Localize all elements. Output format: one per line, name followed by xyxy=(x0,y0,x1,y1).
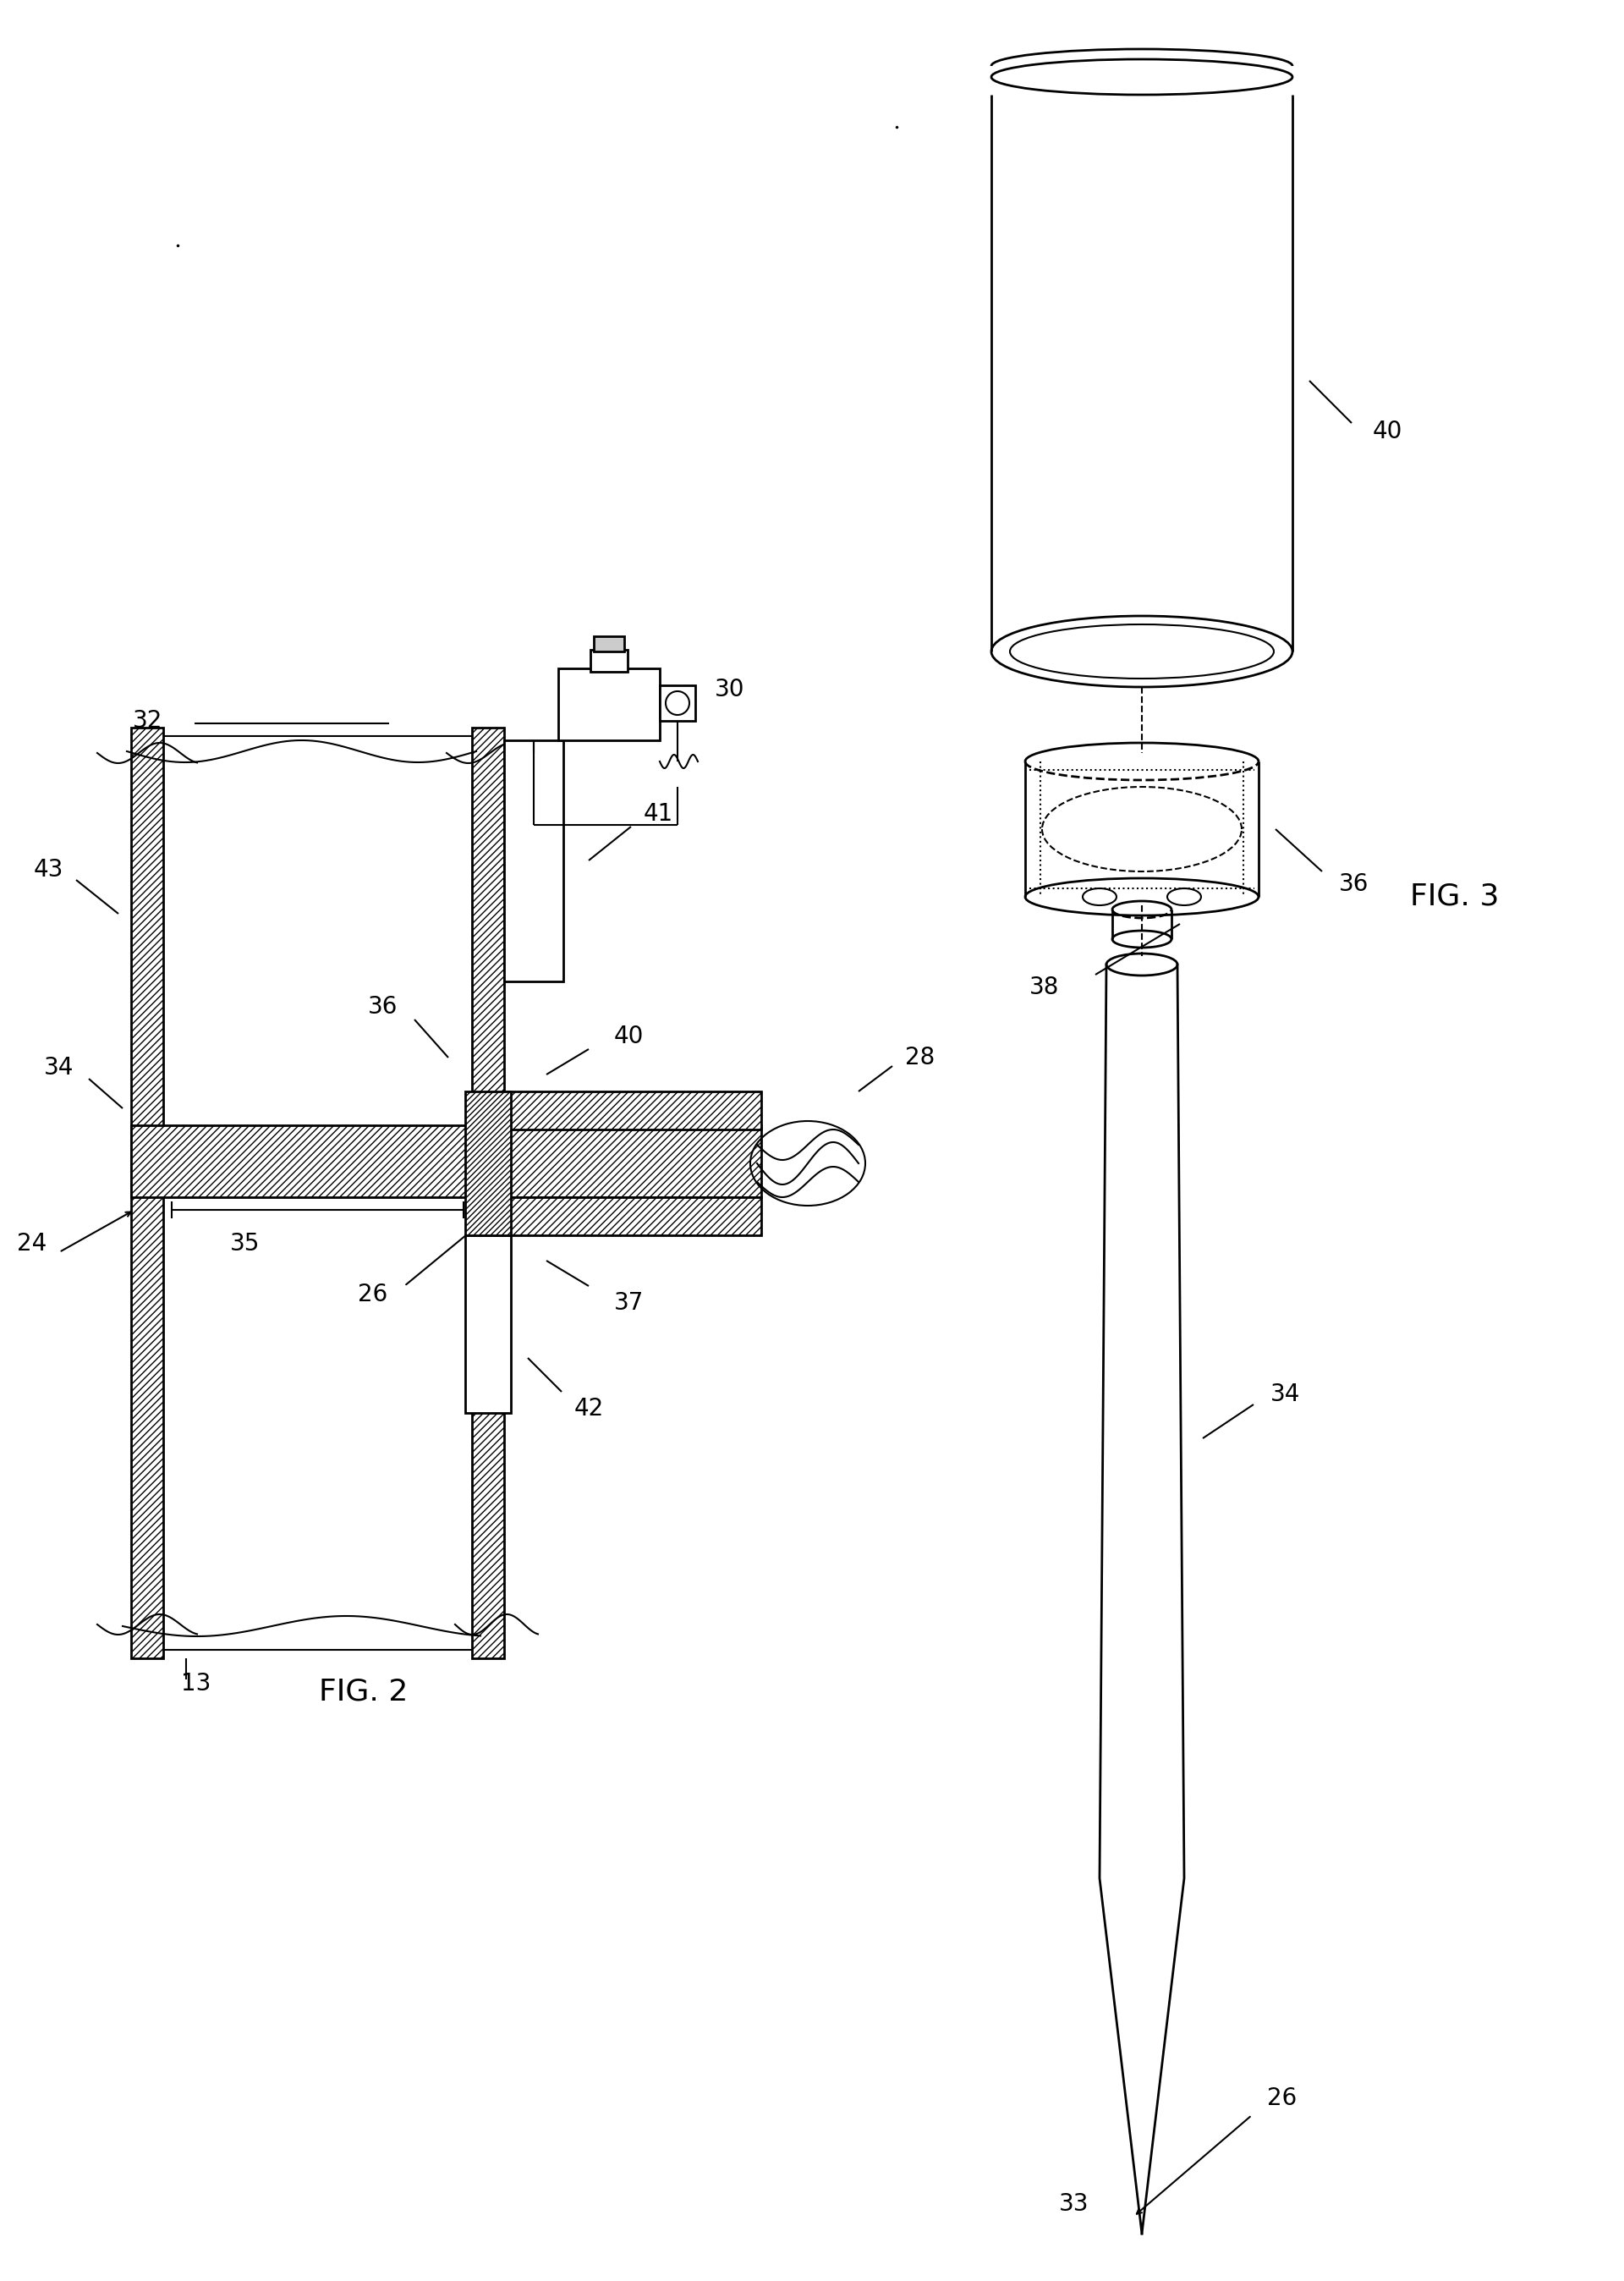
Bar xyxy=(659,684,695,721)
Text: 37: 37 xyxy=(614,1291,645,1314)
Polygon shape xyxy=(464,1090,512,1236)
Text: 33: 33 xyxy=(1059,2192,1090,2215)
Polygon shape xyxy=(132,1125,762,1198)
Text: 30: 30 xyxy=(715,677,745,700)
Text: 35: 35 xyxy=(231,1232,260,1255)
Text: 42: 42 xyxy=(575,1396,604,1421)
Text: 24: 24 xyxy=(16,1232,47,1255)
Bar xyxy=(503,741,564,981)
Text: 36: 36 xyxy=(1338,871,1369,896)
Polygon shape xyxy=(503,1090,762,1129)
Polygon shape xyxy=(473,728,503,1658)
Text: 36: 36 xyxy=(367,995,398,1020)
Text: 40: 40 xyxy=(1372,420,1403,443)
Text: 41: 41 xyxy=(643,803,674,826)
Bar xyxy=(594,636,624,652)
Text: 13: 13 xyxy=(182,1672,211,1695)
Text: 32: 32 xyxy=(133,709,162,732)
Text: 26: 26 xyxy=(1267,2087,1298,2110)
Bar xyxy=(464,1236,512,1412)
Bar xyxy=(591,650,627,673)
Text: 40: 40 xyxy=(614,1024,645,1049)
Text: FIG. 3: FIG. 3 xyxy=(1410,883,1499,910)
Text: FIG. 2: FIG. 2 xyxy=(320,1679,408,1706)
Text: 34: 34 xyxy=(44,1056,73,1079)
Bar xyxy=(559,668,659,741)
Text: 26: 26 xyxy=(357,1282,388,1307)
Polygon shape xyxy=(132,728,164,1658)
Text: 43: 43 xyxy=(34,858,63,880)
Polygon shape xyxy=(503,1198,762,1236)
Text: 38: 38 xyxy=(1030,976,1059,999)
Text: 34: 34 xyxy=(1270,1382,1301,1405)
Text: 28: 28 xyxy=(905,1045,935,1070)
